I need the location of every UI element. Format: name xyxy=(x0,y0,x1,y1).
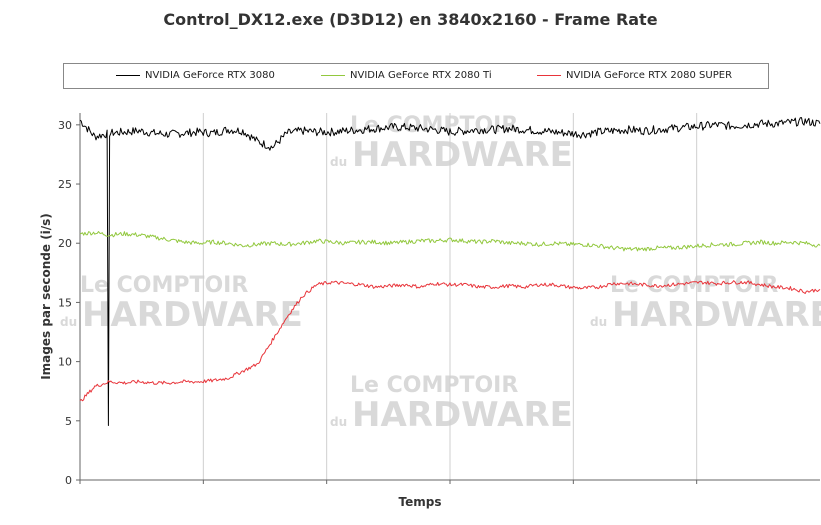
series-line-nvidia-geforce-rtx-3080 xyxy=(79,117,821,426)
series-line-nvidia-geforce-rtx-2080-super xyxy=(79,280,821,402)
chart-title: Control_DX12.exe (D3D12) en 3840x2160 - … xyxy=(163,10,658,29)
watermark-line2: HARDWARE xyxy=(352,395,573,435)
y-tick-label: 10 xyxy=(58,356,72,369)
watermark-line1: Le COMPTOIR xyxy=(610,273,778,298)
legend-label-rtx-3080: NVIDIA GeForce RTX 3080 xyxy=(145,70,275,81)
watermark-prefix: du xyxy=(60,315,77,329)
watermark-line2: HARDWARE xyxy=(612,295,821,335)
x-axis-title: Temps xyxy=(399,495,442,509)
y-tick-label: 5 xyxy=(65,415,72,428)
axes: 0 5 10 15 20 25 30 xyxy=(58,113,820,487)
watermark-line2: HARDWARE xyxy=(82,295,303,335)
legend-swatch-rtx-2080-ti xyxy=(321,74,345,76)
axis-labels: Temps Images par seconde (i/s) xyxy=(39,213,441,509)
watermark-line2: HARDWARE xyxy=(352,135,573,175)
y-axis-title: Images par seconde (i/s) xyxy=(39,213,53,380)
series-lines xyxy=(79,117,821,426)
grid-lines xyxy=(202,113,698,480)
watermark-prefix: du xyxy=(330,415,347,429)
legend-swatch-rtx-3080 xyxy=(116,74,140,76)
y-tick-label: 20 xyxy=(58,237,72,250)
legend-swatch-rtx-2080-super xyxy=(537,74,561,76)
chart-legend: NVIDIA GeForce RTX 3080 NVIDIA GeForce R… xyxy=(63,63,769,89)
watermark-prefix: du xyxy=(590,315,607,329)
legend-label-rtx-2080-ti: NVIDIA GeForce RTX 2080 Ti xyxy=(350,70,492,81)
y-tick-label: 0 xyxy=(65,474,72,487)
series-line-nvidia-geforce-rtx-2080-ti xyxy=(79,231,821,252)
y-tick-label: 15 xyxy=(58,296,72,309)
y-tick-label: 25 xyxy=(58,178,72,191)
legend-item-rtx-3080: NVIDIA GeForce RTX 3080 xyxy=(116,70,275,81)
legend-item-rtx-2080-ti: NVIDIA GeForce RTX 2080 Ti xyxy=(321,70,492,81)
y-tick-label: 30 xyxy=(58,119,72,132)
legend-label-rtx-2080-super: NVIDIA GeForce RTX 2080 SUPER xyxy=(566,70,733,81)
watermark-prefix: du xyxy=(330,155,347,169)
watermark-line1: Le COMPTOIR xyxy=(350,373,518,398)
legend-item-rtx-2080-super: NVIDIA GeForce RTX 2080 SUPER xyxy=(537,70,732,81)
